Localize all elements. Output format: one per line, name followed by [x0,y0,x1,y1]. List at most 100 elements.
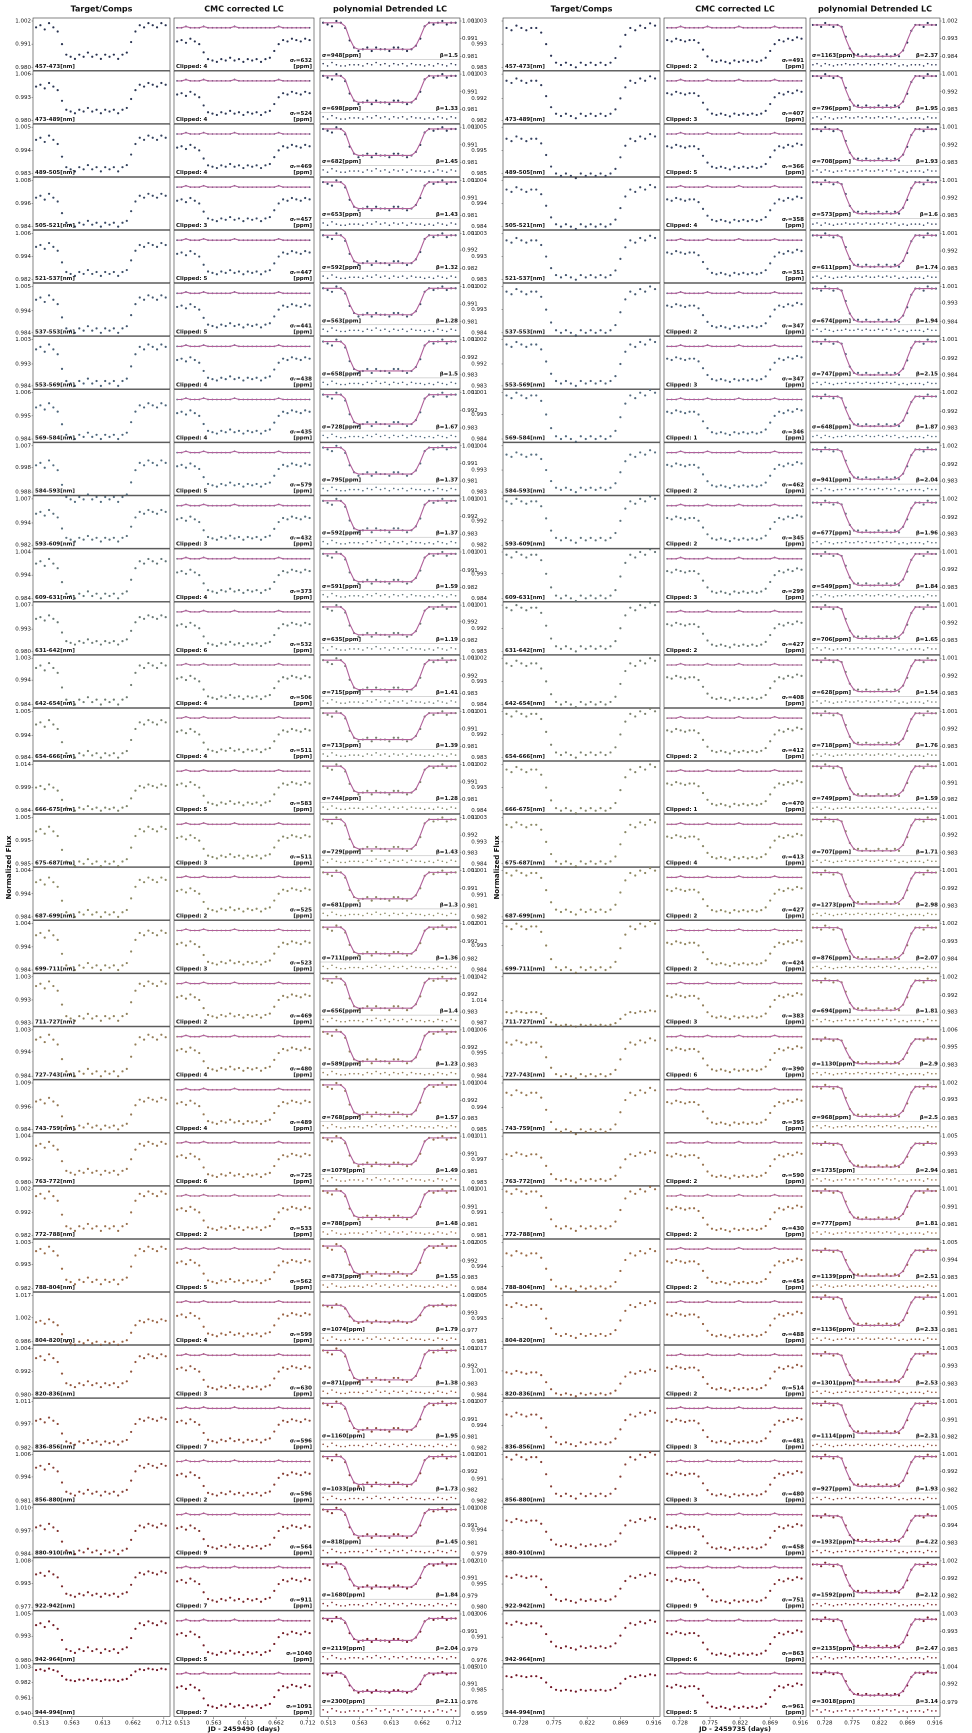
bin-label: 553-569[nm] [35,382,75,388]
y2-tick-label: 0.981 [462,213,478,219]
residual-point [322,381,324,384]
target-point [104,1340,107,1343]
residual-point [370,807,373,809]
corrected-point [180,1154,183,1157]
residual-point [384,1337,386,1339]
residual-point [419,276,422,279]
target-point [43,1322,46,1325]
target-point [82,1126,85,1129]
residual-point [437,1443,439,1446]
target-point [104,1278,107,1281]
corrected-point [295,1313,298,1316]
target-point [39,83,42,86]
corrected-point [281,1313,285,1316]
bin-label: 699-711[nm] [35,967,75,973]
target-point [43,1146,46,1149]
corrected-point [189,37,192,40]
target-point [52,786,55,789]
corrected-point [308,145,311,148]
residual-point [357,701,360,703]
residual-point [432,1020,435,1023]
rms-label: σ=563[ppm] [322,318,361,324]
residual-point [432,1286,435,1289]
corrected-point [220,695,223,698]
detrended-point [330,1248,334,1251]
corrected-point [224,324,227,328]
residual-point [454,276,457,279]
corrected-point [304,196,307,200]
residual-point [384,1231,386,1233]
target-point [91,538,94,541]
beta-label: β=1.23 [436,1062,458,1068]
residual-point [406,967,408,970]
rms-label: σ=795[ppm] [322,478,361,484]
detrended-point [366,1005,369,1008]
corrected-point [268,640,271,643]
target-point [160,134,163,137]
corrected-point [211,1015,214,1018]
residual-point [423,436,426,439]
corrected-point [233,1174,236,1177]
residual-point [357,117,360,119]
residual-point [450,1177,452,1180]
beta-label: β=1.33 [436,106,458,112]
residual-point [392,487,395,490]
residual-point [384,275,386,277]
residual-point [437,753,439,755]
corrected-point [224,908,227,912]
target-point [112,270,115,274]
target-point [134,200,137,203]
target-point [155,138,159,141]
detrended-point [397,631,400,635]
detrended-point [335,1243,338,1246]
target-point [73,384,77,387]
target-point [82,223,85,226]
target-point [39,721,42,724]
corrected-point [273,474,276,477]
detrended-point [397,1058,400,1061]
corrected-point [189,834,192,837]
corrected-point [299,836,302,840]
corrected-point [237,1279,241,1282]
target-point [117,968,120,972]
detrended-point [366,1426,369,1430]
residual-point [344,1074,347,1076]
target-point [73,540,77,543]
beta-label: β=1.39 [436,743,458,749]
target-point [86,377,90,380]
detrended-point [432,76,435,79]
target-point [117,1019,120,1022]
residual-point [388,65,391,67]
target-point [60,1372,64,1375]
residual-point [335,701,338,703]
corrected-point [202,741,205,744]
corrected-point [184,94,188,97]
residual-point [450,434,452,437]
target-point [160,1190,163,1193]
detrended-point [441,1135,444,1138]
detrended-point [397,99,400,102]
model-line [323,1084,456,1115]
target-point [34,1195,38,1198]
target-point [82,110,85,113]
y2-tick-label: 1.001 [462,178,478,184]
corrected-point [286,358,289,362]
target-point [43,787,46,791]
target-point [121,379,124,383]
target-point [130,1211,133,1214]
y-tick-label: 0.992 [15,1369,31,1375]
residual-point [419,648,422,650]
detrended-point [357,1430,360,1433]
panel-frame [319,1292,461,1346]
residual-point [379,648,382,650]
target-point [104,1070,107,1073]
corrected-point [286,624,289,627]
detrended-point [335,1188,338,1191]
residual-point [322,434,324,437]
detrended-point [370,690,373,693]
corrected-point [299,358,302,362]
detrended-point [366,1111,369,1114]
residual-point [445,649,448,651]
panel-frame [173,548,315,602]
target-point [155,298,159,301]
